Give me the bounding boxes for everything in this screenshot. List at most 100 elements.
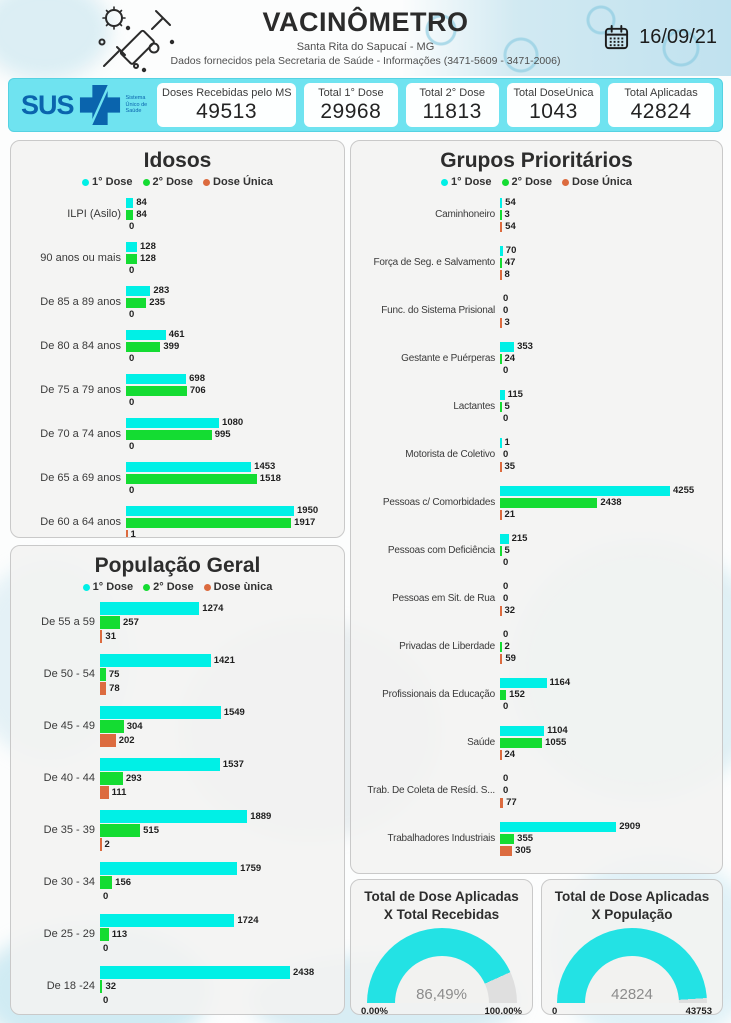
bar-line: 215 (500, 533, 670, 544)
chart-title: Idosos (143, 149, 212, 172)
bar-group: Privadas de Liberdade 0 2 59 (361, 629, 712, 664)
bar-line: 304 (100, 720, 290, 733)
sus-cross-icon (79, 84, 121, 126)
stat-label: Total Aplicadas (624, 86, 698, 99)
stat-value: 49513 (196, 99, 258, 123)
legend-dot-dose2 (501, 178, 509, 186)
stat-value: 11813 (422, 99, 482, 123)
category-label: Pessoas com Deficiência (387, 545, 495, 556)
bar-line: 0 (500, 701, 670, 712)
bar-value-label: 75 (108, 669, 120, 680)
legend-item-dose-unica: Dose Única (562, 176, 632, 188)
bar-line: 32 (100, 980, 290, 993)
bar-value-label: 0 (129, 441, 135, 452)
bar-line: 0 (126, 265, 294, 276)
bar-line: 461 (126, 329, 294, 340)
bar-line: 2438 (500, 497, 670, 508)
bar-line: 115 (500, 389, 670, 400)
bar-segment (100, 654, 211, 667)
bar-value-label: 0 (503, 293, 509, 304)
bar-segment (100, 706, 221, 719)
bar-set: 283 235 0 (126, 285, 334, 320)
bar-value-label: 1518 (259, 473, 281, 484)
bar-segment (500, 257, 502, 268)
legend-label: Dose Única (213, 176, 273, 188)
category-label: Força de Seg. e Salvamento (373, 257, 495, 268)
bar-set: 2909 355 305 (500, 821, 712, 856)
bar-line: 128 (126, 253, 294, 264)
legend-label: Dose ùnica (213, 581, 273, 593)
stat-label: Total 2° Dose (419, 86, 485, 99)
bar-set: 1164 152 0 (500, 677, 712, 712)
bar-line: 0 (500, 593, 670, 604)
stat-total-dose2: Total 2° Dose 11813 (405, 83, 499, 127)
bar-value-label: 0 (503, 413, 509, 424)
bar-set: 1104 1055 24 (500, 725, 712, 760)
bar-group: De 70 a 74 anos 1080 995 0 (21, 417, 334, 452)
bar-line: 5 (500, 545, 670, 556)
bar-segment (100, 862, 238, 875)
bar-line: 0 (500, 629, 670, 640)
bar-segment (100, 668, 106, 681)
bar-group: Func. do Sistema Prisional 0 0 3 (361, 293, 712, 328)
bar-segment (500, 317, 502, 328)
bar-value-label: 35 (504, 461, 516, 472)
bar-set: 0 2 59 (500, 629, 712, 664)
bar-segment (500, 341, 515, 352)
header: VACINÔMETRO Santa Rita do Sapucaí - MG D… (0, 0, 731, 76)
legend-label: 1° Dose (451, 176, 492, 188)
bar-line: 0 (500, 293, 670, 304)
bar-value-label: 2 (104, 839, 110, 850)
category-label: 90 anos ou mais (40, 252, 121, 265)
bar-value-label: 1055 (545, 737, 567, 748)
bar-value-label: 1724 (237, 915, 259, 926)
bar-segment (126, 417, 220, 428)
bar-group: 90 anos ou mais 128 128 0 (21, 241, 334, 276)
bar-line: 0 (126, 309, 294, 320)
bar-value-label: 0 (503, 785, 509, 796)
bar-value-label: 111 (111, 787, 127, 798)
bar-set: 1080 995 0 (126, 417, 334, 452)
bar-group: Pessoas com Deficiência 215 5 0 (361, 533, 712, 568)
bar-group: Força de Seg. e Salvamento 70 47 8 (361, 245, 712, 280)
bar-line: 399 (126, 341, 294, 352)
bar-segment (126, 341, 161, 352)
gauge-value: 42824 (611, 986, 653, 1004)
bar-segment (500, 821, 617, 832)
bar-line: 1 (126, 529, 294, 537)
gauge-aplicadas-populacao: 42824 (557, 928, 707, 1004)
bar-value-label: 5 (504, 545, 510, 556)
legend: 1° Dose 2° Dose Dose ùnica (21, 581, 334, 593)
bar-line: 24 (500, 749, 670, 760)
bar-value-label: 1453 (254, 461, 276, 472)
bar-set: 353 24 0 (500, 341, 712, 376)
bar-segment (126, 241, 138, 252)
stat-total-dose1: Total 1° Dose 29968 (304, 83, 398, 127)
bar-line: 54 (500, 221, 670, 232)
bar-value-label: 0 (129, 353, 135, 364)
bar-line: 77 (500, 797, 670, 808)
bar-line: 1950 (126, 505, 318, 516)
bar-set: 0 0 32 (500, 581, 712, 616)
bar-value-label: 0 (503, 629, 509, 640)
legend-dot-dose-unica (203, 178, 211, 186)
legend-label: 2° Dose (511, 176, 553, 188)
bar-line: 128 (126, 241, 294, 252)
bar-value-label: 304 (126, 721, 143, 732)
bar-segment (126, 517, 292, 528)
legend-dot-dose-unica (203, 583, 211, 591)
stat-total-aplicadas: Total Aplicadas 42824 (608, 83, 714, 127)
bar-segment (126, 429, 212, 440)
bar-value-label: 0 (503, 305, 509, 316)
bar-segment (100, 928, 109, 941)
bar-segment (500, 845, 513, 856)
bar-value-label: 0 (503, 701, 509, 712)
bar-value-label: 0 (103, 995, 109, 1006)
bar-value-label: 235 (149, 297, 166, 308)
bar-group: Profissionais da Educação 1164 152 0 (361, 677, 712, 712)
bar-set: 0 0 77 (500, 773, 712, 808)
bar-segment (500, 245, 503, 256)
bar-value-label: 77 (506, 797, 517, 808)
